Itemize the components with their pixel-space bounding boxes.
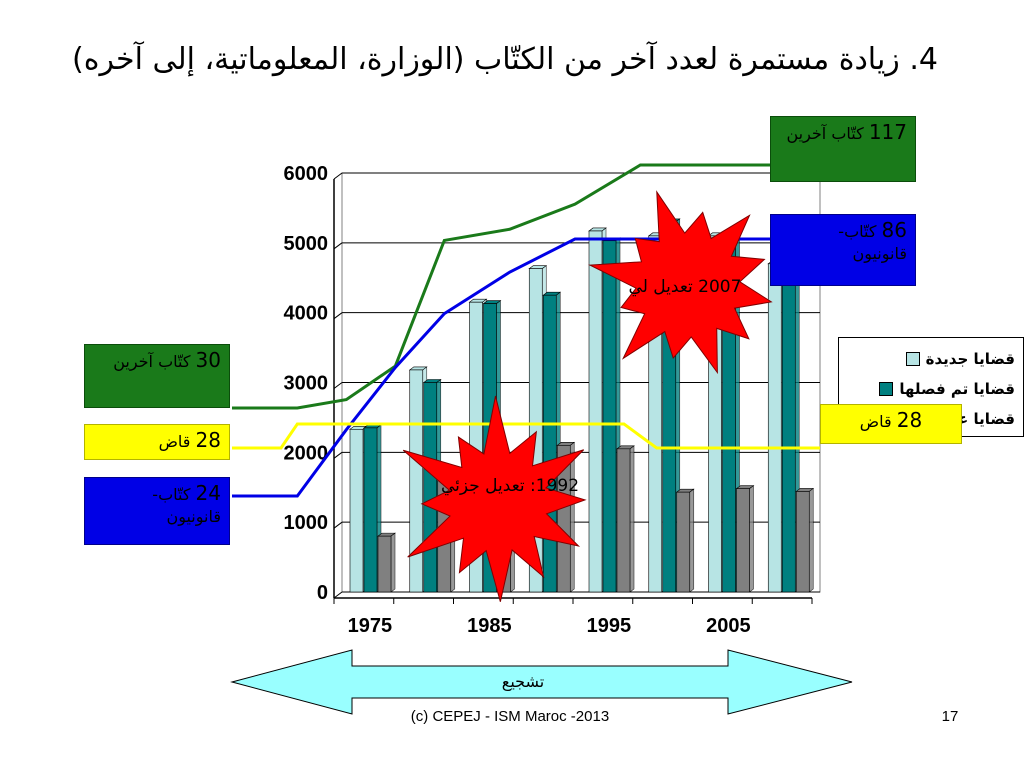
bar: [781, 256, 796, 593]
y-tick-label: 3000: [284, 373, 329, 395]
gridline-depth: [333, 591, 343, 599]
x-tick-label: 2005: [706, 615, 751, 637]
gridline-depth: [333, 242, 343, 250]
page-number: 17: [941, 708, 959, 725]
callout-legal-clerks-left: 24 كتّاب- قانونيون: [84, 477, 230, 545]
footer-copyright: (c) CEPEJ - ISM Maroc -2013: [410, 708, 610, 725]
callout-judges-right: 28 قاض: [820, 404, 962, 444]
encouragement-arrow: [230, 649, 853, 715]
judges-line: [232, 422, 820, 450]
y-tick-label: 5000: [284, 233, 329, 255]
callout-other-clerks-left: 30 كتّاب آخرين: [84, 344, 230, 408]
staff-lines: [232, 163, 820, 498]
legal-clerks-line: [232, 237, 820, 498]
gridline-depth: [333, 172, 343, 180]
bar: [556, 445, 571, 593]
legend-item-resolved-cases: قضايا تم فصلها: [879, 380, 1015, 398]
burst-1992: [402, 395, 587, 602]
bar-side: [390, 532, 396, 593]
legend-swatch-resolved: [879, 382, 894, 396]
slide-title: 4. زيادة مستمرة لعدد آخر من الكتّاب (الو…: [72, 42, 938, 77]
bar: [602, 240, 617, 593]
gridline-depth: [333, 451, 343, 459]
bar: [676, 491, 691, 593]
gridline-depth: [333, 382, 343, 389]
other-clerks-line: [232, 163, 820, 410]
bar: [616, 448, 631, 593]
callout-legal-clerks-right: 86 كتّاب- قانونيون: [770, 214, 916, 286]
bar: [588, 230, 603, 593]
double-arrow: [230, 649, 853, 715]
x-tick-label: 1985: [467, 615, 512, 637]
bar: [795, 491, 810, 593]
gridline-depth: [333, 521, 343, 529]
arrow-label: تشجيع: [501, 672, 545, 691]
burst-1992-label: 1992: تعديل جزئي: [440, 476, 580, 496]
bar: [349, 428, 364, 593]
bursts: [402, 190, 773, 602]
legend-swatch-new: [905, 352, 920, 366]
bar-side: [569, 441, 575, 593]
bar: [377, 535, 392, 593]
chart-axes: 0 1000 2000 3000 4000 5000 6000 1975 1985 1995 200…: [284, 163, 813, 637]
bar-side: [808, 487, 814, 593]
y-tick-label: 2000: [284, 442, 329, 464]
bar-side: [689, 488, 695, 593]
legend-item-new-cases: قضايا جديدة: [905, 350, 1015, 368]
y-tick-label: 6000: [284, 163, 329, 185]
burst-2007-label: 2007 تعديل لي: [628, 277, 742, 297]
bar-side: [749, 485, 754, 593]
bar: [542, 294, 557, 593]
bar: [363, 427, 378, 593]
bar-side: [629, 445, 635, 593]
callout-other-clerks-right: 117 كتّاب آخرين: [770, 116, 916, 182]
callout-judges-left: 28 قاض: [84, 424, 230, 460]
bar: [767, 263, 782, 593]
x-tick-label: 1975: [348, 615, 393, 637]
y-tick-label: 0: [317, 582, 328, 604]
burst-2007: [588, 190, 773, 375]
gridline-depth: [333, 312, 343, 320]
y-tick-label: 4000: [284, 303, 329, 325]
chart-bars: [349, 218, 815, 593]
bar: [736, 488, 750, 593]
y-tick-label: 1000: [284, 512, 329, 534]
x-tick-label: 1995: [587, 615, 632, 637]
